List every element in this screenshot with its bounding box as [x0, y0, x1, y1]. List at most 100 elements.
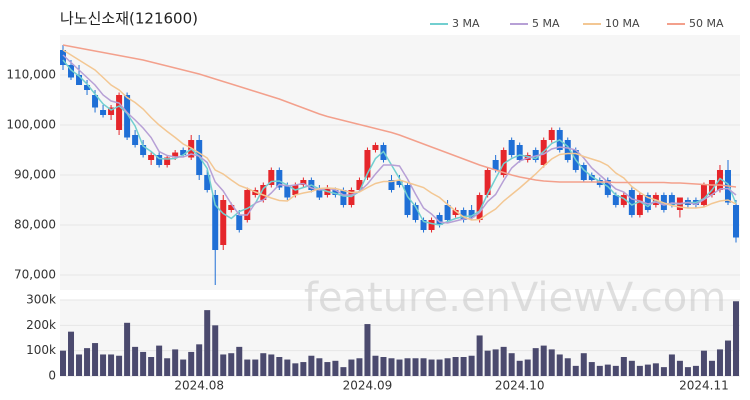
volume-bar — [132, 346, 139, 376]
volume-bar — [404, 358, 411, 376]
volume-bar — [708, 360, 715, 376]
volume-bar — [476, 335, 483, 376]
volume-bar — [604, 364, 611, 376]
volume-bar — [156, 345, 163, 376]
volume-bar — [684, 367, 691, 376]
volume-bar — [260, 353, 267, 376]
candle-body — [564, 140, 571, 160]
volume-bar — [268, 354, 275, 376]
candle-body — [236, 215, 243, 230]
ma-line — [62, 49, 737, 221]
y-tick-label: 110,000 — [6, 68, 56, 82]
volume-bar — [620, 357, 627, 376]
candle-body — [92, 95, 99, 108]
volume-bar — [668, 354, 675, 376]
volume-bar — [356, 358, 363, 376]
candle-body — [244, 190, 251, 220]
volume-bar — [644, 364, 651, 376]
candle-body — [212, 195, 219, 250]
volume-bar — [636, 365, 643, 376]
volume-bar — [364, 324, 371, 376]
candle-body — [468, 210, 475, 218]
volume-bar — [140, 351, 147, 376]
volume-bar — [572, 365, 579, 376]
volume-bar — [508, 353, 515, 376]
candle-body — [388, 180, 395, 190]
candle-body — [316, 190, 323, 198]
volume-bar — [676, 360, 683, 376]
candle-body — [508, 140, 515, 155]
volume-bar — [428, 359, 435, 376]
x-tick-label: 2024.11 — [679, 379, 729, 393]
candle-body — [476, 195, 483, 220]
volume-bar — [204, 310, 211, 376]
candle-body — [260, 185, 267, 200]
candle-body — [364, 150, 371, 178]
volume-bar — [580, 353, 587, 376]
candle-body — [396, 180, 403, 185]
x-tick-label: 2024.10 — [495, 379, 545, 393]
y-tick-label: 200k — [26, 318, 56, 332]
candle-body — [516, 145, 523, 160]
volume-bar — [236, 346, 243, 376]
candle-body — [460, 210, 467, 220]
y-tick-label: 70,000 — [14, 268, 56, 282]
volume-bar — [212, 325, 219, 376]
x-tick-label: 2024.09 — [343, 379, 393, 393]
candle-body — [733, 205, 739, 238]
candle-body — [156, 155, 163, 165]
candle-body — [340, 190, 347, 205]
candle-body — [668, 195, 675, 205]
volume-bar — [348, 359, 355, 376]
volume-bar — [444, 358, 451, 376]
volume-bar — [100, 354, 107, 376]
candle-body — [108, 107, 115, 115]
legend-label: 50 MA — [689, 17, 724, 30]
x-tick-label: 2024.08 — [174, 379, 224, 393]
volume-bar — [484, 350, 491, 376]
volume-bar — [316, 358, 323, 376]
volume-bar — [716, 349, 723, 376]
volume-bar — [540, 345, 547, 376]
candle-body — [716, 170, 723, 190]
volume-bar — [324, 362, 331, 376]
volume-bar — [564, 358, 571, 376]
volume-bar — [412, 358, 419, 376]
candle-body — [116, 95, 123, 130]
candle-body — [204, 175, 211, 190]
candle-body — [644, 195, 651, 210]
candle-body — [708, 180, 715, 195]
volume-bar — [340, 367, 347, 376]
candle-body — [548, 130, 555, 140]
candle-body — [332, 190, 339, 195]
candle-body — [372, 145, 379, 150]
volume-bar — [556, 354, 563, 376]
volume-bar — [292, 363, 299, 376]
candle-body — [436, 215, 443, 225]
candle-body — [84, 85, 91, 90]
candle-body — [132, 135, 139, 145]
candle-body — [60, 50, 66, 65]
ma-line — [62, 54, 737, 224]
candle-body — [428, 220, 435, 230]
candle-body — [76, 75, 83, 85]
volume-bar — [452, 357, 459, 376]
candle-body — [620, 195, 627, 205]
volume-bar — [252, 359, 259, 376]
volume-bar — [148, 357, 155, 376]
candle-body — [500, 150, 507, 175]
candle-body — [412, 205, 419, 220]
candle-body — [484, 170, 491, 195]
volume-bar — [692, 365, 699, 376]
volume-bar — [532, 348, 539, 376]
ma-line — [62, 59, 737, 226]
candle-body — [180, 150, 187, 155]
candle-body — [164, 157, 171, 165]
volume-bar — [436, 359, 443, 376]
ma-line — [62, 44, 737, 188]
candle-body — [532, 150, 539, 160]
candle-body — [636, 195, 643, 215]
y-tick-label: 90,000 — [14, 168, 56, 182]
volume-bar — [468, 355, 475, 376]
